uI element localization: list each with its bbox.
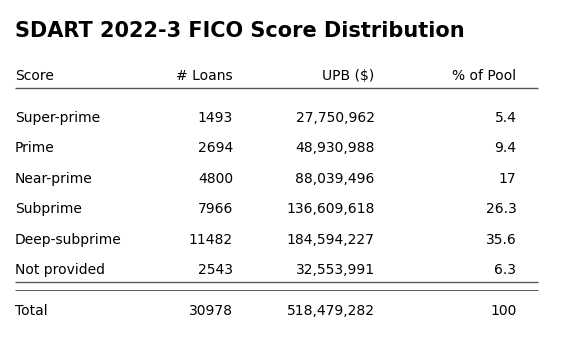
Text: Total: Total [15,304,48,318]
Text: 2694: 2694 [198,141,233,155]
Text: Deep-subprime: Deep-subprime [15,233,122,247]
Text: 4800: 4800 [198,172,233,186]
Text: % of Pool: % of Pool [453,69,516,83]
Text: Score: Score [15,69,54,83]
Text: 17: 17 [499,172,516,186]
Text: 9.4: 9.4 [494,141,516,155]
Text: 11482: 11482 [189,233,233,247]
Text: 35.6: 35.6 [486,233,516,247]
Text: Prime: Prime [15,141,55,155]
Text: 2543: 2543 [198,264,233,277]
Text: 5.4: 5.4 [495,111,516,125]
Text: UPB ($): UPB ($) [323,69,374,83]
Text: 100: 100 [490,304,516,318]
Text: 136,609,618: 136,609,618 [286,202,374,216]
Text: 184,594,227: 184,594,227 [287,233,374,247]
Text: Subprime: Subprime [15,202,82,216]
Text: 88,039,496: 88,039,496 [295,172,374,186]
Text: 27,750,962: 27,750,962 [296,111,374,125]
Text: Super-prime: Super-prime [15,111,100,125]
Text: 48,930,988: 48,930,988 [295,141,374,155]
Text: 26.3: 26.3 [486,202,516,216]
Text: 7966: 7966 [198,202,233,216]
Text: SDART 2022-3 FICO Score Distribution: SDART 2022-3 FICO Score Distribution [15,21,465,40]
Text: Not provided: Not provided [15,264,105,277]
Text: 32,553,991: 32,553,991 [296,264,374,277]
Text: Near-prime: Near-prime [15,172,93,186]
Text: 30978: 30978 [189,304,233,318]
Text: # Loans: # Loans [177,69,233,83]
Text: 1493: 1493 [198,111,233,125]
Text: 518,479,282: 518,479,282 [287,304,374,318]
Text: 6.3: 6.3 [494,264,516,277]
